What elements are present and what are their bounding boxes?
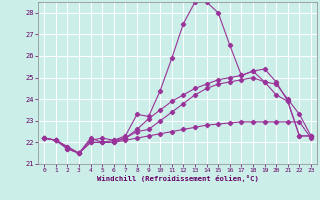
X-axis label: Windchill (Refroidissement éolien,°C): Windchill (Refroidissement éolien,°C) [97,175,259,182]
